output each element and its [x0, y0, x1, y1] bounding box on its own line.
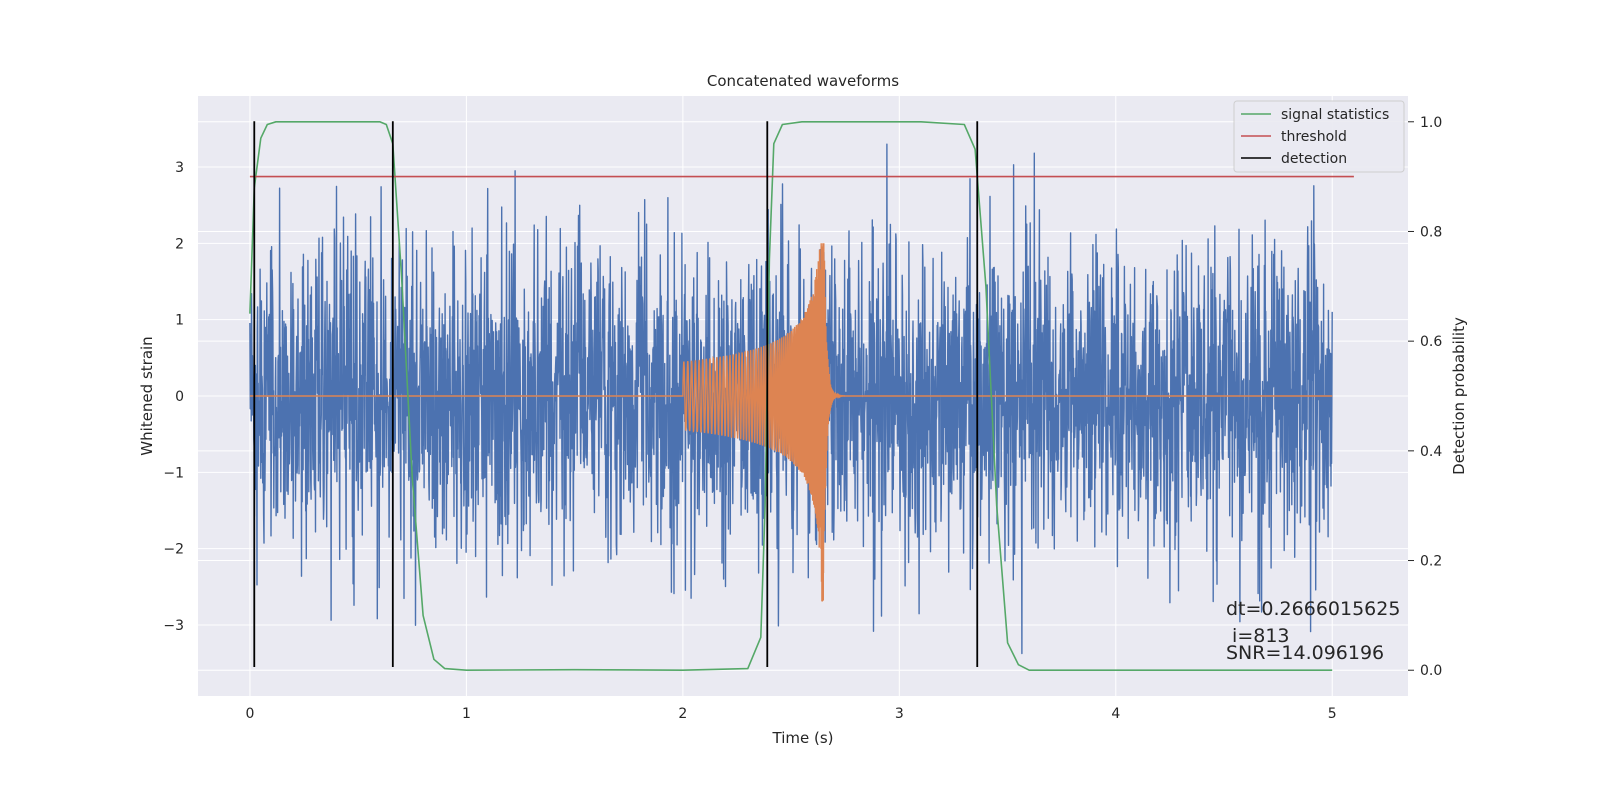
legend-label-signal-statistics: signal statistics [1281, 107, 1389, 123]
annotation-index: i=813 [1226, 625, 1290, 647]
y-tick-label: −2 [163, 542, 184, 558]
signal-waveform-line [249, 243, 1333, 602]
x-tick-label: 1 [462, 706, 471, 722]
detection-lines [253, 121, 979, 667]
y2-tick-label: 0.0 [1420, 663, 1442, 679]
tick-labels: 0 1 2 3 4 5 −3 −2 −1 0 1 2 3 0.0 0.2 0.4 0.6 0.8 1.0 [163, 115, 1442, 722]
y-axis-label: Whitened strain [138, 336, 156, 455]
whitened-strain-series [249, 143, 1333, 655]
y2-tick-label: 0.8 [1420, 224, 1442, 240]
x-tick-label: 5 [1328, 706, 1337, 722]
legend-label-threshold: threshold [1281, 129, 1347, 145]
x-tick-label: 2 [678, 706, 687, 722]
signal-waveform-series [249, 243, 1333, 602]
y2-axis-label: Detection probability [1450, 317, 1468, 475]
annotation-snr: SNR=14.096196 [1226, 642, 1384, 664]
legend-label-detection: detection [1281, 151, 1347, 167]
y2-tick-label: 0.6 [1420, 334, 1442, 350]
x-tick-label: 3 [895, 706, 904, 722]
y-tick-label: 2 [175, 236, 184, 252]
y-tick-label: −3 [163, 618, 184, 634]
y2-tick-label: 0.4 [1420, 444, 1442, 460]
statistic-series [249, 121, 1354, 671]
y-tick-label: 0 [175, 389, 184, 405]
legend: signal statistics threshold detection [1233, 100, 1405, 173]
y-tick-label: 1 [175, 313, 184, 329]
y2-tick-label: 0.2 [1420, 554, 1442, 570]
x-tick-label: 4 [1111, 706, 1120, 722]
legend-box [1233, 100, 1405, 173]
y-tick-label: 3 [175, 160, 184, 176]
x-tick-label: 0 [245, 706, 254, 722]
stats-annotation: dt=0.2666015625 i=813 SNR=14.096196 [1226, 598, 1400, 664]
chart-title: Concatenated waveforms [707, 72, 899, 90]
y2-tick-label: 1.0 [1420, 115, 1442, 131]
annotation-dt: dt=0.2666015625 [1226, 598, 1400, 620]
y-tick-label: −1 [163, 465, 184, 481]
signal-statistics-line [249, 121, 1333, 671]
whitened-strain-line [249, 143, 1333, 655]
x-axis-label: Time (s) [772, 729, 834, 747]
